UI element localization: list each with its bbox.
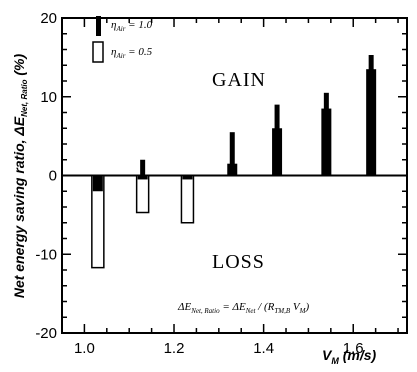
legend-label-eta-05: ηAir = 0.5 [111, 46, 153, 60]
legend: ηAir = 1.0 ηAir = 0.5 [92, 16, 153, 63]
error-bar-eta-1-0 [140, 159, 146, 176]
x-tick-label: 1.0 [74, 340, 95, 357]
axis-ticks [61, 17, 407, 334]
legend-swatch-hollow [92, 41, 104, 63]
bar-eta-1-0 [227, 163, 238, 176]
error-bar-eta-1-0 [229, 132, 235, 176]
tick-labels: 20 10 0 -10 -20 1.0 1.2 1.4 1.6 [35, 10, 363, 357]
y-tick-label: 10 [40, 89, 57, 106]
y-axis-title: Net energy saving ratio, ΔENet, Ratio (%… [11, 53, 29, 298]
bar-eta-1-0 [272, 128, 283, 176]
y-tick-label: -20 [35, 325, 57, 342]
bar-eta-1-0 [321, 108, 332, 176]
bar-eta-1-0 [92, 175, 103, 192]
bar-eta-1-0 [366, 69, 377, 176]
x-tick-label: 1.6 [343, 340, 364, 357]
legend-label-eta-1: ηAir = 1.0 [111, 19, 153, 33]
bar-eta-0-5 [180, 174, 195, 224]
y-tick-label: 0 [49, 168, 57, 185]
x-tick-label: 1.4 [253, 340, 274, 357]
x-axis-title: VM (m/s) [322, 347, 377, 366]
x-tick-label: 1.2 [164, 340, 185, 357]
y-tick-label: 20 [40, 10, 57, 27]
bar-eta-1-0 [182, 175, 193, 180]
formula-annotation: ΔENet, Ratio = ΔENet / (RTM,B VM) [177, 301, 309, 315]
bars [91, 55, 377, 269]
bar-eta-0-5 [135, 174, 150, 214]
bar-eta-1-0 [137, 175, 148, 180]
legend-swatch-solid [96, 16, 101, 36]
loss-label: LOSS [212, 251, 265, 273]
gain-label: GAIN [212, 69, 266, 91]
y-tick-label: -10 [35, 246, 57, 263]
